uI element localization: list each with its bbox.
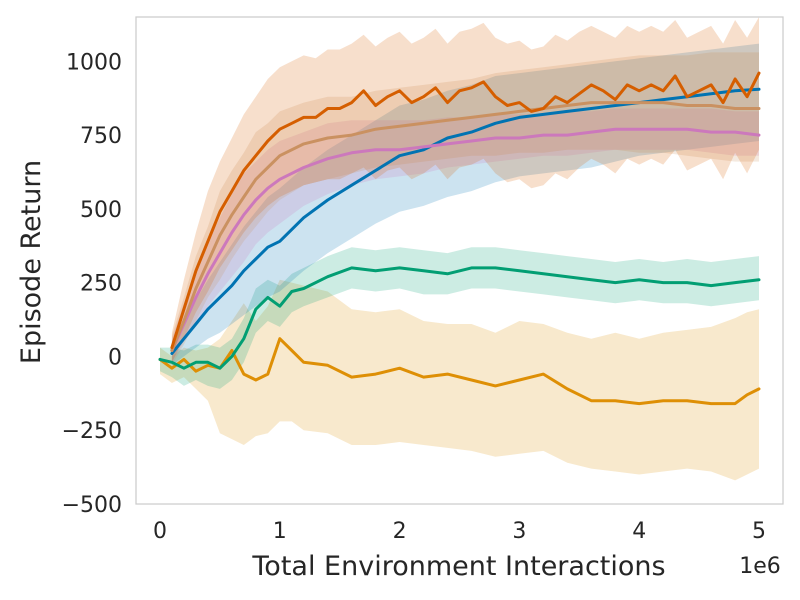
x-axis-offset-label: 1e6	[739, 554, 781, 579]
x-tick-label: 2	[393, 519, 407, 544]
band-blue	[171, 43, 759, 366]
series-line-brown	[170, 101, 761, 352]
x-tick-label: 3	[512, 519, 526, 544]
x-tick-label: 1	[273, 519, 287, 544]
x-tick-labels: 0 1 2 3 4 5	[153, 519, 766, 544]
y-tick-label: −500	[62, 493, 122, 518]
series-line-green	[158, 266, 761, 370]
band-pink	[171, 108, 759, 363]
series-line-pink	[170, 127, 761, 352]
y-tick-label: 0	[108, 345, 122, 370]
plot-frame	[135, 16, 784, 505]
y-tick-label: −250	[62, 419, 122, 444]
x-axis-label: Total Environment Interactions	[251, 551, 665, 582]
series-line-dark-orange	[170, 71, 761, 350]
y-tick-labels: −500 −250 0 250 500 750 1000	[62, 50, 122, 518]
y-axis-label: Episode Return	[16, 160, 47, 364]
y-tick-label: 500	[80, 198, 122, 223]
y-tick-label: 750	[80, 124, 122, 149]
x-tick-label: 0	[153, 519, 167, 544]
series-lines	[158, 71, 761, 406]
band-orange-yellow	[160, 279, 759, 481]
x-tick-label: 4	[632, 519, 646, 544]
y-tick-label: 1000	[66, 50, 122, 75]
x-tick-label: 5	[752, 519, 766, 544]
y-tick-label: 250	[80, 272, 122, 297]
